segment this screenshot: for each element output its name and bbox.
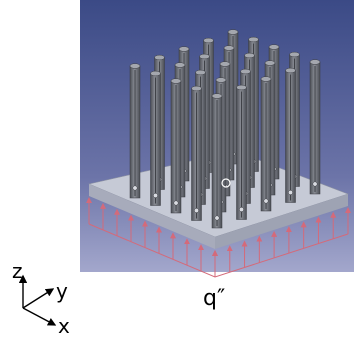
pin-fin-cap <box>178 46 190 52</box>
y-axis-label: y <box>56 279 68 303</box>
pin-fin-cap <box>174 62 186 68</box>
pin-fin <box>260 76 272 212</box>
pin-fin-cap <box>203 37 214 44</box>
pin-fin-cap <box>244 52 255 59</box>
pin-fin-hole <box>263 198 269 204</box>
pin-fin-hole <box>153 193 158 198</box>
pin-fin-hole <box>173 200 179 206</box>
pin-fin <box>309 59 321 195</box>
pin-fin-cap <box>285 67 296 74</box>
pin-fin-cap <box>236 84 247 91</box>
x-axis-label: x <box>58 314 70 338</box>
center-marker-icon <box>221 178 231 188</box>
pin-fin <box>211 93 223 229</box>
pin-fin <box>129 63 141 199</box>
pin-fin-hole <box>214 215 220 221</box>
pin-fin-cap <box>260 76 272 82</box>
pin-fin-cap <box>191 85 202 92</box>
pin-fin-cap <box>289 51 300 58</box>
pin-fin-hole <box>239 207 244 212</box>
pin-fin-cap <box>154 54 165 61</box>
x-axis-arrow-icon <box>22 307 57 326</box>
pin-fin <box>236 84 247 220</box>
heat-flux-arrows <box>86 197 351 278</box>
pin-fin-hole <box>132 185 138 191</box>
pin-fin-cap <box>264 60 276 66</box>
pin-fin-cap <box>227 29 239 35</box>
pin-fin-hole <box>194 208 199 213</box>
pin-fin-cap <box>223 45 235 51</box>
pin-fin-cap <box>170 78 182 84</box>
base-plate-left-side <box>89 184 215 249</box>
pin-fin <box>191 85 202 221</box>
heat-flux-label: q″ <box>203 286 225 311</box>
pin-fin <box>285 67 296 203</box>
pin-fin-cap <box>240 68 251 75</box>
pin-fin-cap <box>219 61 231 67</box>
pin-fin <box>150 70 161 206</box>
base-plate-right-side <box>215 194 348 249</box>
pin-fin-cap <box>309 59 321 65</box>
pin-fin-hole <box>312 181 318 187</box>
pin-fin-cap <box>129 63 141 69</box>
pin-fin-cap <box>215 77 227 83</box>
pin-fin <box>170 78 182 214</box>
pin-fin-hole <box>288 190 293 195</box>
z-axis-label: z <box>12 259 23 283</box>
y-axis-arrow-icon <box>22 288 55 309</box>
pin-fin-cap <box>268 44 280 50</box>
pin-fin-cap <box>211 93 223 99</box>
pin-fin-cap <box>248 36 259 43</box>
pin-fin-cap <box>199 53 210 60</box>
axis-triad: z y x <box>12 259 70 338</box>
pin-fin-array <box>129 29 321 229</box>
pin-fin-cap <box>195 69 206 76</box>
pin-fin-cap <box>150 70 161 77</box>
